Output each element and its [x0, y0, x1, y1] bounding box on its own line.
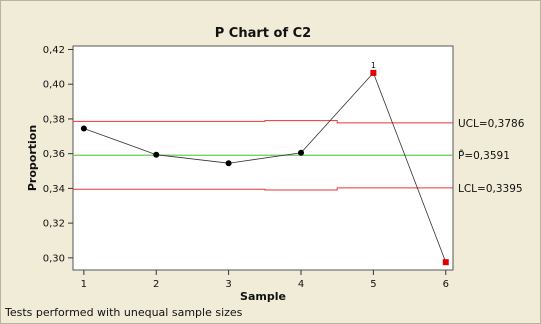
ucl-line: [73, 120, 453, 124]
chart-title: P Chart of C2: [215, 26, 311, 41]
y-tick-label: 0,38: [43, 114, 65, 125]
x-tick-label: 3: [225, 279, 231, 290]
lcl-line: [73, 187, 453, 191]
ucl-label: UCL=0,3786: [458, 118, 525, 130]
y-tick-label: 0,36: [43, 149, 65, 160]
footnote: Tests performed with unequal sample size…: [5, 306, 243, 319]
y-tick-label: 0,32: [43, 219, 65, 230]
x-tick-label: 6: [443, 279, 449, 290]
y-tick-label: 0,34: [43, 184, 65, 195]
out-of-control-point: [442, 259, 449, 266]
x-tick-label: 2: [153, 279, 159, 290]
out-of-control-point: [370, 69, 377, 76]
x-tick-label: 4: [298, 279, 304, 290]
lcl-label: LCL=0,3395: [458, 183, 523, 195]
y-axis-label: Proportion: [26, 125, 39, 191]
x-tick-label: 1: [81, 279, 87, 290]
center-line-label: P̄=0,3591: [458, 149, 510, 162]
x-axis-label: Sample: [240, 290, 286, 303]
data-point: [153, 151, 160, 158]
data-point: [225, 160, 232, 167]
series-line: [83, 72, 447, 263]
y-tick-label: 0,40: [43, 80, 65, 91]
test-failure-label: 1: [371, 61, 376, 70]
data-point: [298, 149, 304, 156]
data-point: [80, 125, 87, 132]
chart-marks: 0,30 0,32 0,34 0,36 0,38 0,40 0,42 1 2 3 4 5 6 UCL=0,…: [43, 45, 525, 290]
y-tick-label: 0,30: [43, 253, 65, 264]
x-tick-label: 5: [370, 279, 376, 290]
y-tick-label: 0,42: [43, 45, 65, 56]
